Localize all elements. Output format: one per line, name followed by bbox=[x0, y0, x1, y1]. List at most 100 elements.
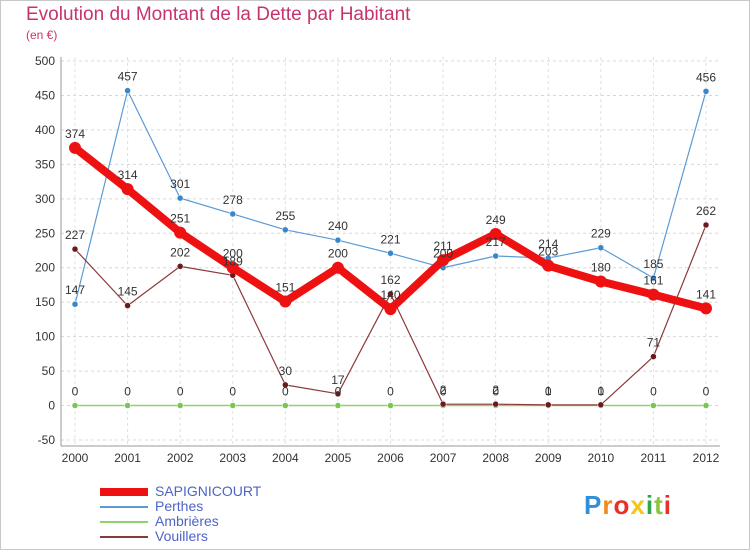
logo-letter: i bbox=[645, 490, 655, 520]
data-label: 1 bbox=[597, 384, 604, 398]
proxiti-logo: Proxiti bbox=[584, 490, 672, 521]
x-tick-label: 2006 bbox=[377, 451, 404, 465]
y-tick-label: 300 bbox=[35, 192, 55, 206]
data-label: 0 bbox=[440, 385, 447, 399]
data-label: 200 bbox=[328, 247, 348, 261]
data-point bbox=[650, 274, 657, 282]
data-label: 0 bbox=[492, 385, 499, 399]
data-label: 221 bbox=[380, 232, 400, 246]
y-tick-label: -50 bbox=[38, 433, 56, 447]
data-label: 251 bbox=[170, 212, 190, 226]
data-point bbox=[702, 402, 710, 409]
data-point bbox=[334, 402, 342, 409]
y-tick-label: 150 bbox=[35, 295, 55, 309]
data-point bbox=[71, 300, 79, 308]
data-point bbox=[650, 402, 657, 409]
data-label: 214 bbox=[538, 237, 558, 251]
x-tick-label: 2004 bbox=[272, 451, 299, 465]
data-label: 161 bbox=[643, 274, 663, 288]
legend-label: SAPIGNICOURT bbox=[155, 483, 262, 499]
data-point bbox=[387, 402, 394, 409]
x-tick-label: 2008 bbox=[482, 451, 509, 465]
y-tick-label: 200 bbox=[35, 261, 55, 275]
y-tick-label: 350 bbox=[35, 157, 55, 171]
x-tick-label: 2002 bbox=[167, 451, 194, 465]
data-point bbox=[124, 402, 131, 409]
y-tick-label: 0 bbox=[48, 399, 55, 413]
logo-letter: P bbox=[584, 490, 603, 520]
data-label: 202 bbox=[170, 245, 190, 259]
data-point bbox=[542, 259, 555, 272]
data-label: 0 bbox=[597, 385, 604, 399]
data-label: 0 bbox=[387, 385, 394, 399]
data-point bbox=[439, 400, 447, 408]
data-point bbox=[282, 402, 289, 409]
data-label: 0 bbox=[229, 385, 236, 399]
legend-swatch bbox=[100, 521, 148, 523]
logo-letter: t bbox=[654, 490, 664, 520]
data-label: 147 bbox=[65, 283, 85, 297]
legend-swatch bbox=[100, 506, 148, 508]
data-point bbox=[387, 250, 394, 257]
data-point bbox=[226, 261, 239, 274]
data-label: 141 bbox=[696, 287, 716, 301]
chart-title: Evolution du Montant de la Dette par Hab… bbox=[26, 4, 411, 25]
x-tick-label: 2007 bbox=[430, 451, 457, 465]
data-label: 203 bbox=[538, 245, 558, 259]
legend-label: Ambrières bbox=[155, 513, 219, 529]
data-label: 262 bbox=[696, 204, 716, 218]
data-label: 1 bbox=[545, 384, 552, 398]
logo-letter: o bbox=[613, 490, 631, 520]
chart-subtitle: (en €) bbox=[26, 28, 58, 42]
data-label: 180 bbox=[591, 261, 611, 275]
x-tick-label: 2005 bbox=[325, 451, 352, 465]
data-label: 457 bbox=[118, 70, 138, 84]
data-point bbox=[282, 226, 289, 234]
data-point bbox=[597, 244, 605, 251]
data-label: 145 bbox=[118, 285, 138, 299]
y-tick-label: 450 bbox=[35, 88, 55, 102]
data-point bbox=[71, 402, 79, 409]
data-label: 200 bbox=[433, 247, 453, 261]
data-label: 0 bbox=[703, 385, 710, 399]
data-point bbox=[124, 302, 131, 309]
y-tick-label: 500 bbox=[35, 54, 55, 68]
data-point bbox=[650, 353, 657, 360]
logo-letter: x bbox=[630, 490, 646, 520]
y-tick-label: 50 bbox=[42, 364, 56, 378]
legend-label: Vouillers bbox=[155, 528, 208, 544]
y-tick-label: 100 bbox=[35, 330, 55, 344]
data-point bbox=[124, 87, 131, 94]
data-label: 17 bbox=[331, 373, 345, 387]
data-label: 0 bbox=[650, 385, 657, 399]
data-point bbox=[229, 210, 236, 218]
data-label: 151 bbox=[275, 280, 295, 294]
x-tick-label: 2010 bbox=[587, 451, 614, 465]
x-tick-label: 2001 bbox=[114, 451, 141, 465]
x-tick-label: 2009 bbox=[535, 451, 562, 465]
data-point bbox=[71, 245, 79, 253]
data-point bbox=[492, 400, 499, 408]
legend-swatch bbox=[100, 488, 148, 496]
data-point bbox=[545, 401, 552, 409]
data-label: 30 bbox=[279, 364, 293, 378]
data-point bbox=[384, 303, 397, 316]
data-point bbox=[174, 226, 187, 239]
data-label: 2 bbox=[492, 383, 499, 397]
data-point bbox=[176, 263, 184, 270]
data-label: 227 bbox=[65, 228, 85, 242]
data-point bbox=[702, 88, 710, 95]
data-label: 185 bbox=[643, 257, 663, 271]
data-point bbox=[334, 390, 342, 398]
data-point bbox=[492, 252, 499, 260]
data-label: 200 bbox=[223, 247, 243, 261]
data-label: 2 bbox=[440, 383, 447, 397]
data-label: 0 bbox=[124, 385, 131, 399]
data-label: 0 bbox=[545, 385, 552, 399]
data-point bbox=[176, 402, 184, 409]
x-tick-label: 2011 bbox=[641, 451, 667, 465]
data-label: 229 bbox=[591, 227, 611, 241]
data-label: 255 bbox=[275, 209, 295, 223]
